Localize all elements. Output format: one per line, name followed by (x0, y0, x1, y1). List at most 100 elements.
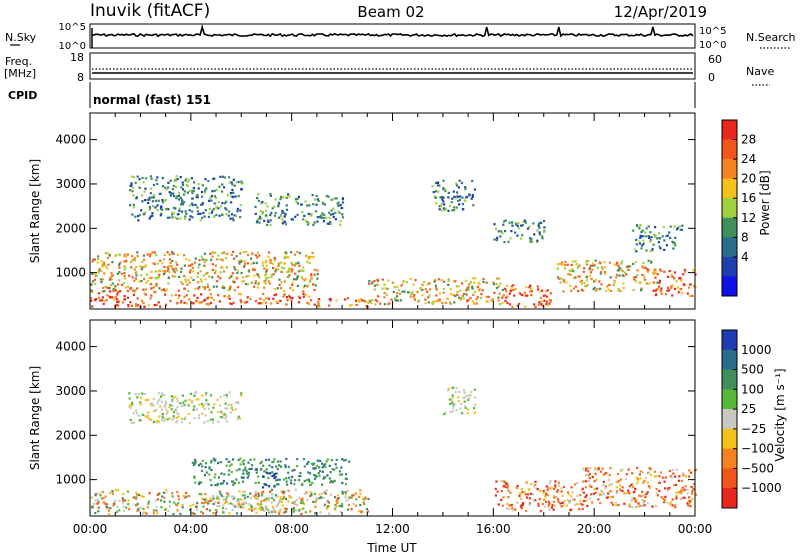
range-cell (265, 278, 268, 281)
range-cell (328, 297, 331, 300)
range-cell (321, 466, 324, 469)
range-cell (276, 467, 279, 471)
range-cell (323, 505, 326, 508)
range-cell (335, 299, 338, 302)
range-cell (428, 294, 431, 297)
range-cell (235, 214, 238, 218)
range-cell (654, 276, 657, 279)
range-cell (143, 190, 146, 193)
range-cell (285, 483, 289, 486)
range-cell (156, 182, 159, 185)
range-cell (168, 216, 171, 219)
range-cell (101, 263, 104, 266)
range-cell (324, 466, 327, 469)
colorbar-tick-label: 500 (741, 363, 764, 377)
range-cell (149, 283, 152, 286)
range-cell (666, 501, 669, 504)
range-cell (400, 284, 403, 287)
range-cell (237, 506, 240, 509)
range-cell (600, 266, 604, 269)
power-colorbar-label: Power [dB] (758, 170, 772, 235)
range-cell (125, 506, 128, 509)
range-cell (160, 408, 163, 411)
range-cell (502, 485, 505, 488)
range-cell (160, 400, 164, 403)
range-cell (280, 281, 283, 284)
range-cell (475, 298, 478, 301)
range-cell (643, 479, 646, 482)
range-cell (141, 512, 144, 515)
scatter-region (317, 297, 369, 308)
range-cell (466, 394, 469, 397)
range-cell (141, 300, 144, 303)
range-cell (261, 212, 264, 215)
range-cell (177, 289, 180, 292)
noise-tick-top-left: 10^5 (59, 22, 86, 33)
range-cell (142, 507, 145, 510)
range-cell (209, 418, 212, 421)
range-cell (304, 511, 307, 514)
range-cell (327, 195, 330, 198)
range-cell (207, 407, 210, 410)
range-cell (341, 505, 344, 508)
range-cell (185, 302, 189, 305)
range-cell (587, 470, 590, 473)
range-cell (198, 259, 201, 262)
range-cell (367, 301, 370, 304)
range-cell (640, 230, 643, 234)
range-cell (635, 238, 638, 241)
range-cell (142, 495, 145, 499)
range-cell (167, 186, 170, 189)
range-cell (682, 489, 685, 492)
range-cell (318, 305, 321, 308)
range-cell (518, 492, 521, 495)
range-cell (301, 211, 304, 214)
range-cell (321, 462, 324, 465)
range-cell (287, 500, 290, 503)
range-cell (451, 399, 454, 402)
range-cell (666, 234, 669, 237)
range-cell (502, 223, 505, 226)
range-cell (451, 401, 454, 405)
range-cell (236, 210, 239, 213)
range-cell (543, 505, 546, 508)
range-cell (490, 299, 493, 302)
range-cell (641, 471, 644, 474)
range-cell (234, 195, 237, 198)
range-cell (501, 288, 504, 291)
range-cell (117, 489, 120, 492)
range-cell (305, 255, 308, 258)
range-cell (261, 486, 265, 489)
range-cell (265, 264, 268, 267)
range-cell (94, 274, 97, 277)
range-cell (668, 231, 671, 234)
range-cell (188, 209, 191, 212)
range-cell (205, 501, 208, 504)
range-cell (374, 303, 377, 306)
range-cell (322, 477, 325, 480)
range-cell (452, 294, 455, 297)
range-cell (468, 283, 471, 286)
range-cell (242, 506, 245, 509)
range-cell (172, 269, 175, 272)
range-cell (509, 237, 512, 240)
range-cell (181, 210, 184, 213)
range-cell (163, 289, 167, 292)
range-cell (161, 262, 164, 265)
range-cell (313, 477, 316, 481)
range-cell (373, 288, 376, 291)
range-cell (235, 255, 238, 258)
range-cell (653, 470, 656, 473)
range-cell (134, 290, 137, 293)
range-cell (474, 396, 477, 399)
colorbar-tick-label: 1000 (741, 343, 772, 357)
range-cell (532, 485, 536, 488)
freq-tick-bottom: 8 (77, 71, 84, 84)
range-cell (426, 283, 429, 286)
range-cell (411, 291, 414, 294)
range-cell (132, 289, 135, 292)
range-cell (453, 206, 456, 209)
range-cell (656, 237, 659, 240)
colorbar-swatch (722, 369, 737, 390)
range-cell (123, 499, 127, 502)
